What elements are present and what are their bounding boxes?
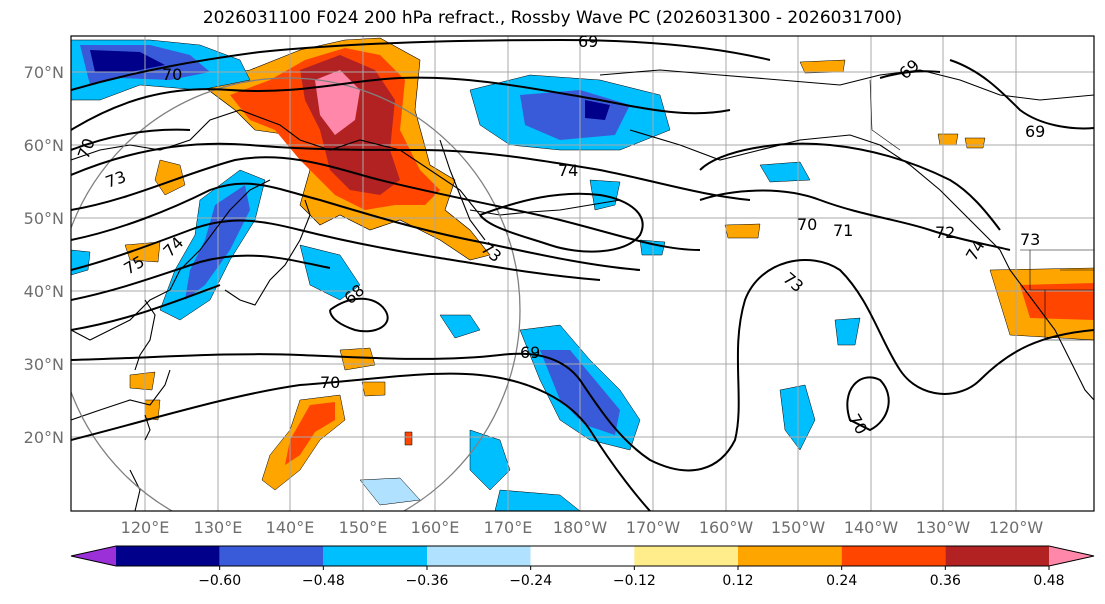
lat-label-30n: 30°N (24, 355, 64, 374)
contour-label: 70 (320, 373, 340, 392)
lon-label-130e: 130°E (194, 518, 243, 537)
lon-label-130w: 130°W (916, 518, 971, 537)
colorbar-swatch (634, 546, 738, 566)
colorbar-extend-low (71, 546, 116, 566)
coast-philippines (129, 469, 141, 511)
colorbar-tick-label: −0.48 (302, 573, 345, 589)
negative-anomaly-npac-d (834, 317, 861, 346)
contour-label: 70 (797, 215, 817, 234)
strong-positive-anomaly-h (1020, 283, 1094, 320)
colorbar-tick-label: −0.36 (406, 573, 449, 589)
coast-china-south (71, 369, 171, 421)
coast-namerica-west (999, 249, 1094, 401)
contour-label: 69 (1025, 122, 1045, 141)
contour-label: 69 (578, 32, 598, 51)
coast-alaska (629, 129, 1001, 251)
positive-anomaly-g (799, 59, 846, 74)
colorbar: −0.60 −0.48 −0.36 −0.24 −0.12 0.12 0.24 0.36 0.4… (70, 545, 1095, 589)
colorbar-swatch (116, 546, 220, 566)
lon-label-160w: 160°W (699, 518, 754, 537)
rossby-radius-circle (71, 77, 521, 511)
contour-label: 70 (162, 65, 182, 84)
lon-label-120w: 120°W (989, 518, 1044, 537)
colorbar-swatch (323, 546, 427, 566)
positive-anomaly-i (937, 133, 959, 146)
lat-label-20n: 20°N (24, 428, 64, 447)
positive-anomaly-jp (154, 159, 186, 196)
coast-aleutian (469, 199, 621, 216)
colorbar-tick-label: 0.36 (930, 573, 961, 589)
colorbar-swatch (427, 546, 531, 566)
lon-label-180w: 180°W (553, 518, 608, 537)
strong-positive-band-subtropical (285, 402, 335, 465)
map-title: 2026031100 F024 200 hPa refract., Rossby… (202, 8, 903, 28)
positive-anomaly-b (361, 381, 386, 397)
lon-label-120e: 120°E (121, 518, 170, 537)
lon-label-150e: 150°E (339, 518, 388, 537)
lat-label-50n: 50°N (24, 209, 64, 228)
strong-negative-bering (520, 90, 630, 140)
colorbar-swatch (841, 546, 946, 566)
colorbar-tick-label: 0.24 (826, 573, 857, 589)
colorbar-tick-label: −0.12 (613, 573, 656, 589)
positive-anomaly-k (404, 431, 413, 446)
lat-label-40n: 40°N (24, 282, 64, 301)
contour-label: 72 (935, 223, 955, 242)
coast-asia-north (71, 109, 481, 216)
colorbar-tick-label: −0.60 (198, 573, 241, 589)
positive-anomaly-e (129, 371, 156, 391)
contour-label: 74 (558, 161, 578, 180)
contour-label: 73 (1020, 230, 1040, 249)
lon-label-170w: 170°W (626, 518, 681, 537)
colorbar-tick-label: −0.24 (509, 573, 552, 589)
colorbar-swatch (738, 546, 842, 566)
negative-anomaly-npac-b (439, 314, 481, 339)
coast-japan (224, 199, 311, 306)
positive-anomaly-d (124, 241, 161, 263)
colorbar-extend-high (1049, 546, 1094, 566)
contour-label: 69 (520, 343, 540, 362)
longitude-labels: 120°E 130°E 140°E 150°E 160°E 170°E 180°… (121, 518, 1044, 537)
positive-anomaly-j (964, 137, 986, 149)
coast-asia-east (71, 179, 271, 341)
shaded-anomalies (71, 37, 1094, 511)
colorbar-swatch (945, 546, 1049, 566)
lat-label-70n: 70°N (24, 63, 64, 82)
colorbar-outline (70, 545, 1095, 567)
lon-label-140e: 140°E (266, 518, 315, 537)
lon-label-170e: 170°E (484, 518, 533, 537)
colorbar-swatch (219, 546, 324, 566)
coast-kamchatka (439, 139, 486, 241)
positive-anomaly-f (724, 223, 761, 239)
negative-anomaly-south-b (494, 489, 581, 511)
negative-anomaly-south (469, 429, 511, 491)
peak-negative-bering (585, 100, 610, 120)
colorbar-tick-label: 0.48 (1033, 573, 1064, 589)
lon-label-140w: 140°W (844, 518, 899, 537)
coastlines (71, 69, 1094, 511)
negative-anomaly-npac (299, 244, 361, 301)
peak-negative-siberia (90, 50, 165, 72)
negative-anomaly-south-c (359, 477, 421, 506)
lon-label-150w: 150°W (771, 518, 826, 537)
latitude-labels: 70°N 60°N 50°N 40°N 30°N 20°N (24, 63, 64, 447)
contour-label: 71 (833, 221, 853, 240)
lat-label-60n: 60°N (24, 136, 64, 155)
refractivity-contours (71, 38, 1094, 511)
colorbar-tick-label: 0.12 (722, 573, 753, 589)
lon-label-160e: 160°E (411, 518, 460, 537)
colorbar-swatch (530, 546, 635, 566)
coast-alaska-north (599, 69, 1094, 101)
